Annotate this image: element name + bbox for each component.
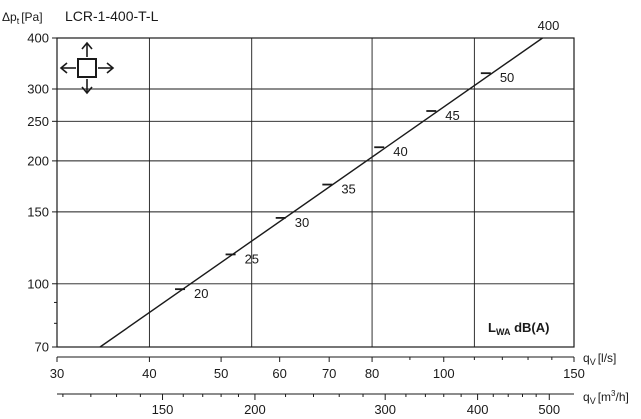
x-tick-label-m3h: 500 — [538, 402, 560, 417]
x-tick-label-m3h: 200 — [244, 402, 266, 417]
sound-mark-label: 20 — [194, 286, 208, 301]
sound-mark-label: 40 — [393, 144, 407, 159]
x-label-m3h-sup: 3 — [611, 389, 616, 398]
sound-mark-label: 25 — [245, 251, 259, 266]
x-axis-m3h: 150 200 300 400 500 — [57, 393, 574, 417]
x-tick-label-ls: 40 — [142, 366, 156, 381]
sound-marks: 20 25 30 35 40 45 50 — [175, 70, 514, 301]
x-label-m3h-unit: [m — [598, 390, 611, 404]
series-label: 400 — [538, 18, 560, 33]
y-tick-label: 100 — [27, 276, 49, 291]
x-tick-label-ls: 70 — [322, 366, 336, 381]
sound-label-sub: WA — [496, 327, 511, 337]
four-way-arrow-icon — [59, 41, 115, 95]
y-tick-label: 300 — [27, 82, 49, 97]
sound-mark-label: 30 — [295, 215, 309, 230]
x-label-ls-sub: V — [590, 357, 596, 367]
x-label-m3h-unit-end: /h] — [616, 390, 629, 404]
y-axis-label-unit: [Pa] — [21, 10, 42, 24]
sound-power-label: LWA dB(A) — [488, 320, 549, 337]
y-tick-label: 150 — [27, 204, 49, 219]
x-tick-label-m3h: 300 — [374, 402, 396, 417]
plot-frame — [56, 37, 575, 348]
x-tick-label-m3h: 400 — [467, 402, 489, 417]
x-tick-label-ls: 50 — [214, 366, 228, 381]
x-label-m3h-sub: V — [590, 396, 596, 406]
chart-title: LCR-1-400-T-L — [65, 8, 159, 24]
y-axis-label-sub: t — [17, 16, 20, 26]
series-line — [99, 37, 543, 348]
x-axis-label-ls: qV [l/s] — [583, 351, 616, 367]
x-axis-ls: 30 40 50 60 70 80 100 150 — [50, 356, 585, 381]
x-tick-label-ls: 30 — [50, 366, 64, 381]
sound-mark-label: 45 — [445, 108, 459, 123]
y-tick-label: 250 — [27, 114, 49, 129]
y-axis-label-symbol: Δp — [2, 10, 17, 24]
y-axis-label: Δpt [Pa] — [2, 10, 43, 26]
x-tick-label-ls: 80 — [365, 366, 379, 381]
series-layer: 400 — [99, 18, 560, 348]
x-label-ls-q: q — [583, 351, 590, 365]
x-tick-label-ls: 60 — [272, 366, 286, 381]
y-tick-label: 70 — [35, 340, 49, 355]
sound-label-rest: dB(A) — [510, 320, 549, 335]
x-tick-label-ls: 100 — [433, 366, 455, 381]
sound-mark-label: 50 — [500, 70, 514, 85]
y-tick-label: 200 — [27, 153, 49, 168]
y-tick-label: 400 — [27, 31, 49, 46]
x-tick-label-ls: 150 — [563, 366, 585, 381]
x-tick-label-m3h: 150 — [152, 402, 174, 417]
x-label-ls-unit: [l/s] — [598, 351, 617, 365]
sound-mark-label: 35 — [341, 182, 355, 197]
grid — [57, 38, 574, 347]
y-axis: 70 100 150 200 250 300 400 — [27, 31, 57, 355]
x-axis-label-m3h: qV [m3/h] — [583, 389, 629, 406]
sound-label-L: L — [488, 320, 496, 335]
x-label-m3h-q: q — [583, 390, 590, 404]
